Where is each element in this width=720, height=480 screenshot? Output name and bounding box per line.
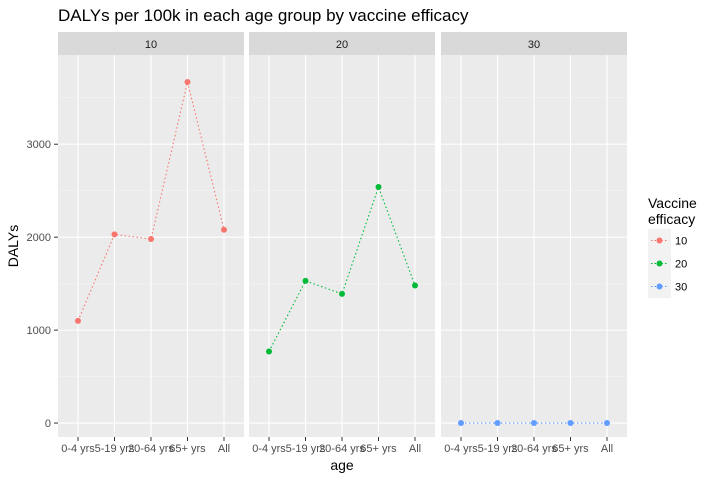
legend-entry-label: 20 <box>675 259 687 271</box>
legend-title-line: Vaccine <box>648 195 697 211</box>
data-point <box>458 420 464 427</box>
x-tick-label: 20-64 yrs <box>128 443 174 455</box>
data-point <box>148 236 154 243</box>
y-tick-label: 0 <box>45 418 51 430</box>
y-tick-label: 2000 <box>27 232 51 244</box>
data-point <box>567 420 574 427</box>
data-point <box>339 290 345 297</box>
x-tick-label: All <box>218 443 230 455</box>
data-point <box>494 420 501 427</box>
data-point <box>266 348 272 355</box>
x-tick-label: 5-19 yrs <box>478 443 518 455</box>
legend-key-point <box>656 283 663 290</box>
chart-title: DALYs per 100k in each age group by vacc… <box>58 6 469 25</box>
x-tick-label: 65+ yrs <box>360 443 397 455</box>
x-tick-label: 0-4 yrs <box>444 443 478 455</box>
y-tick-label: 3000 <box>27 139 51 151</box>
facet-strip <box>58 32 244 55</box>
data-point <box>184 78 191 85</box>
x-tick-label: 5-19 yrs <box>95 443 135 455</box>
facet-strip-label: 20 <box>336 39 348 51</box>
x-tick-label: 65+ yrs <box>169 443 206 455</box>
x-tick-label: 0-4 yrs <box>61 443 95 455</box>
legend-entry-label: 10 <box>675 236 687 248</box>
data-point <box>531 420 537 427</box>
data-point <box>111 231 118 238</box>
x-axis-title: age <box>330 457 354 473</box>
facet-strip <box>441 32 627 55</box>
y-axis: 0 1000 2000 3000 <box>27 139 58 430</box>
data-point <box>375 183 382 190</box>
legend-key-point <box>656 260 663 267</box>
series-line-20 <box>268 185 416 352</box>
legend-key-point <box>656 237 663 244</box>
legend-title-line: efficacy <box>648 211 695 227</box>
facet-strip-label: 10 <box>145 39 157 51</box>
x-tick-label: 5-19 yrs <box>286 443 326 455</box>
facet-strip-label: 30 <box>528 39 540 51</box>
y-tick-label: 1000 <box>27 325 51 337</box>
facet-strip <box>249 32 435 55</box>
data-point <box>302 277 309 284</box>
data-point <box>75 317 81 324</box>
data-point <box>221 226 227 233</box>
data-point <box>604 420 610 427</box>
x-tick-label: 20-64 yrs <box>511 443 557 455</box>
x-tick-label: All <box>409 443 421 455</box>
data-point <box>412 282 418 289</box>
x-tick-label: All <box>601 443 613 455</box>
x-tick-label: 65+ yrs <box>552 443 589 455</box>
y-axis-title: DALYs <box>5 225 21 268</box>
x-tick-label: 0-4 yrs <box>252 443 286 455</box>
x-tick-label: 20-64 yrs <box>319 443 365 455</box>
legend-entry-label: 30 <box>675 282 687 294</box>
